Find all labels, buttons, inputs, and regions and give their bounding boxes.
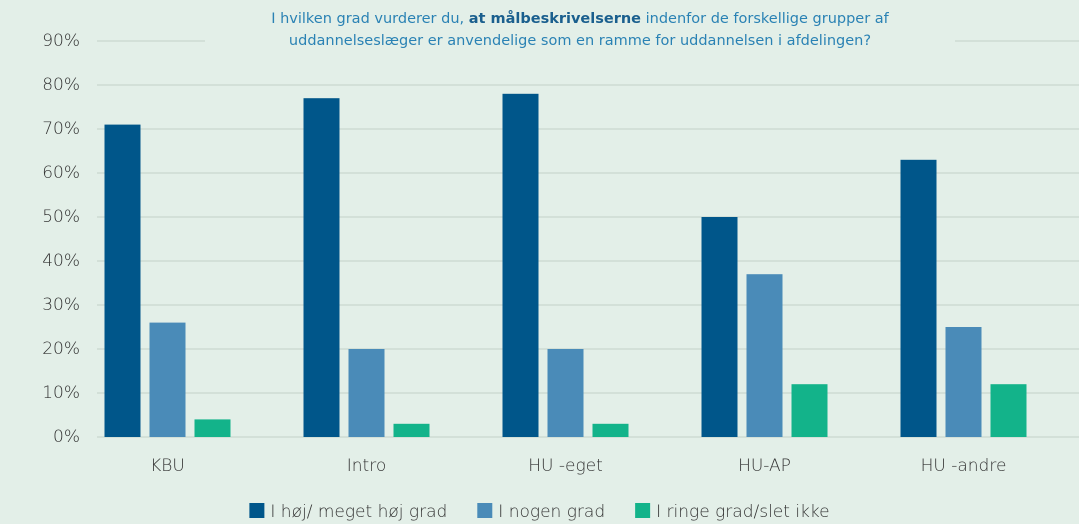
- y-tick-label: 30%: [42, 295, 80, 315]
- title-part: I hvilken grad vurderer du,: [271, 11, 469, 27]
- bar: [547, 349, 584, 437]
- x-tick-label: KBU: [150, 456, 185, 476]
- y-tick-label: 70%: [42, 119, 80, 139]
- y-tick-label: 50%: [42, 207, 80, 227]
- bar: [393, 423, 430, 437]
- bar: [502, 93, 539, 438]
- y-tick-label: 90%: [42, 31, 80, 51]
- bar: [990, 384, 1027, 437]
- x-tick-label: HU-AP: [738, 456, 791, 476]
- x-tick-label: HU -eget: [528, 456, 603, 476]
- legend-swatch: [635, 503, 651, 518]
- y-tick-label: 80%: [42, 75, 80, 95]
- bar: [746, 274, 783, 437]
- bar: [104, 124, 141, 437]
- bar: [149, 322, 186, 437]
- y-tick-label: 40%: [42, 251, 80, 271]
- legend-label: I ringe grad/slet ikke: [656, 502, 829, 522]
- title-part: indenfor de forskellige grupper af uddan…: [288, 11, 889, 49]
- bar: [945, 327, 982, 437]
- legend-label: I nogen grad: [498, 502, 605, 522]
- x-tick-label: Intro: [347, 456, 386, 476]
- x-tick-label: HU -andre: [921, 456, 1007, 476]
- chart-title: I hvilken grad vurderer du, at målbeskri…: [205, 8, 955, 52]
- legend-swatch: [477, 503, 493, 518]
- title-bold: at målbeskrivelserne: [468, 11, 641, 27]
- y-tick-label: 0%: [53, 427, 80, 447]
- bar: [592, 423, 629, 437]
- legend-swatch: [249, 503, 265, 518]
- bar: [303, 98, 340, 437]
- legend-label: I høj/ meget høj grad: [270, 502, 447, 522]
- bar: [701, 217, 738, 437]
- bar: [791, 384, 828, 437]
- y-tick-label: 10%: [42, 383, 80, 403]
- bar: [194, 419, 231, 437]
- y-tick-label: 60%: [42, 163, 80, 183]
- y-tick-label: 20%: [42, 339, 80, 359]
- bar: [900, 159, 937, 438]
- bar: [348, 349, 385, 437]
